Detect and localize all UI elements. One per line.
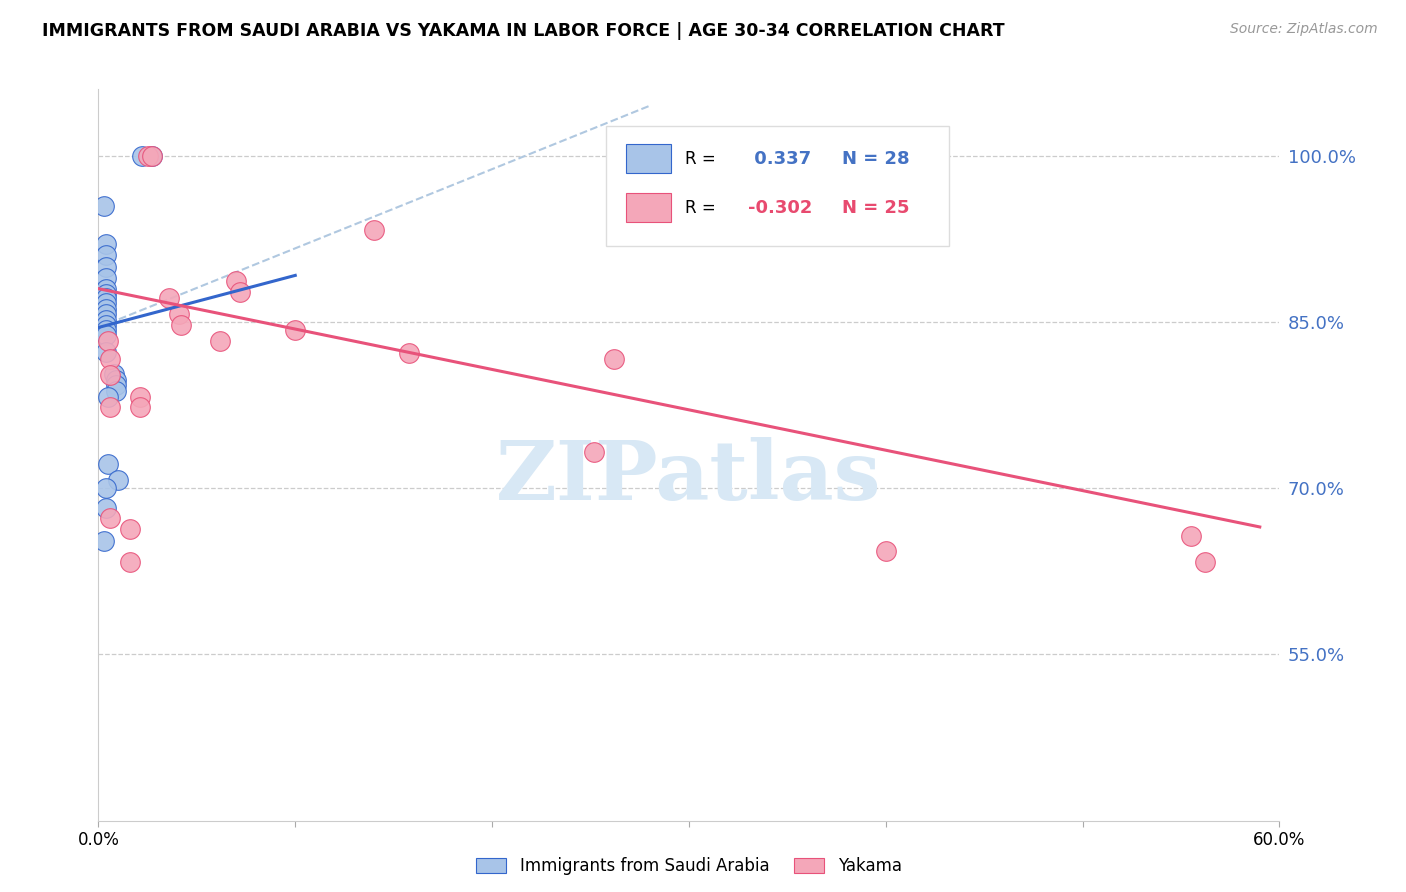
Point — [96, 296, 118, 310]
Point — [103, 367, 125, 381]
Point — [284, 323, 307, 337]
Legend: Immigrants from Saudi Arabia, Yakama: Immigrants from Saudi Arabia, Yakama — [470, 850, 908, 882]
Point — [105, 384, 128, 398]
Point — [96, 237, 118, 252]
Point — [225, 274, 247, 288]
Point — [96, 344, 118, 359]
Point — [96, 318, 118, 333]
Text: N = 25: N = 25 — [842, 199, 910, 217]
Point — [96, 287, 118, 301]
FancyBboxPatch shape — [606, 126, 949, 246]
Point — [167, 307, 190, 321]
Bar — [626, 193, 671, 222]
Point — [209, 334, 232, 348]
Point — [136, 149, 159, 163]
Point — [105, 378, 128, 392]
Point — [96, 323, 118, 337]
Point — [97, 457, 120, 471]
Point — [93, 198, 115, 212]
Point — [398, 346, 420, 360]
Point — [1180, 529, 1202, 543]
Point — [98, 368, 121, 383]
Point — [96, 248, 118, 262]
Point — [98, 401, 121, 415]
Text: R =: R = — [685, 199, 716, 217]
Point — [98, 511, 121, 525]
Point — [170, 318, 193, 333]
Point — [875, 544, 897, 558]
Point — [1194, 556, 1216, 570]
Point — [97, 334, 120, 348]
Point — [96, 501, 118, 516]
Point — [97, 390, 120, 404]
Point — [96, 301, 118, 316]
Point — [141, 149, 163, 163]
Point — [96, 312, 118, 326]
Text: ZIPatlas: ZIPatlas — [496, 437, 882, 516]
Point — [96, 307, 118, 321]
Point — [96, 481, 118, 495]
Point — [131, 149, 153, 163]
Text: R =: R = — [685, 150, 716, 168]
Text: 0.337: 0.337 — [748, 150, 811, 168]
Point — [583, 444, 606, 458]
Text: N = 28: N = 28 — [842, 150, 910, 168]
Point — [93, 534, 115, 549]
Text: -0.302: -0.302 — [748, 199, 813, 217]
Point — [118, 522, 141, 536]
Point — [96, 282, 118, 296]
Text: Source: ZipAtlas.com: Source: ZipAtlas.com — [1230, 22, 1378, 37]
Point — [229, 285, 252, 299]
Point — [96, 291, 118, 305]
Point — [363, 223, 385, 237]
Point — [128, 390, 150, 404]
Point — [118, 556, 141, 570]
Point — [603, 351, 626, 366]
Point — [96, 328, 118, 343]
Point — [96, 270, 118, 285]
Point — [128, 401, 150, 415]
Point — [141, 149, 163, 163]
Point — [96, 260, 118, 274]
Point — [98, 351, 121, 366]
Text: IMMIGRANTS FROM SAUDI ARABIA VS YAKAMA IN LABOR FORCE | AGE 30-34 CORRELATION CH: IMMIGRANTS FROM SAUDI ARABIA VS YAKAMA I… — [42, 22, 1005, 40]
Bar — [626, 145, 671, 173]
Point — [105, 373, 128, 387]
Point — [157, 291, 180, 305]
Point — [107, 474, 129, 488]
